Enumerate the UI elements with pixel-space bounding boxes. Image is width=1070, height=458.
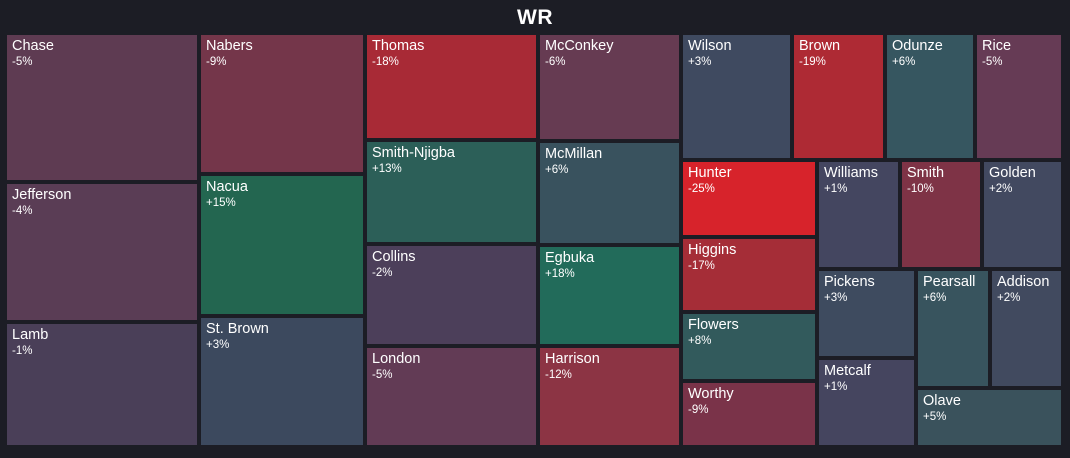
cell-change: -25% <box>688 183 715 195</box>
treemap-cell-brown: Brown -19% <box>792 33 885 160</box>
treemap-cell-rice: Rice -5% <box>975 33 1063 160</box>
cell-name: St. Brown <box>206 321 269 337</box>
cell-change: -17% <box>688 260 715 272</box>
treemap-cell-smith: Smith -10% <box>900 160 982 269</box>
cell-change: +3% <box>206 339 230 351</box>
cell-change: -6% <box>545 56 566 68</box>
cell-change: -18% <box>372 56 399 68</box>
cell-name: Olave <box>923 393 961 409</box>
cell-change: +1% <box>824 183 848 195</box>
cell-change: -19% <box>799 56 826 68</box>
cell-name: Williams <box>824 165 878 181</box>
treemap-cell-pearsall: Pearsall +6% <box>916 269 990 388</box>
cell-change: +6% <box>892 56 916 68</box>
treemap-cell-london: London -5% <box>365 346 538 447</box>
treemap-cell-hunter: Hunter -25% <box>681 160 817 237</box>
cell-change: -12% <box>545 369 572 381</box>
cell-change: -5% <box>12 56 33 68</box>
cell-name: Smith-Njigba <box>372 145 455 161</box>
cell-name: Metcalf <box>824 363 871 379</box>
cell-change: +2% <box>997 292 1021 304</box>
cell-name: Smith <box>907 165 945 181</box>
treemap-cell-mcconkey: McConkey -6% <box>538 33 681 141</box>
cell-change: +6% <box>545 164 569 176</box>
treemap-cell-odunze: Odunze +6% <box>885 33 975 160</box>
treemap-cell-smith-njigba: Smith-Njigba +13% <box>365 140 538 244</box>
cell-change: +5% <box>923 411 947 423</box>
cell-name: Worthy <box>688 386 734 402</box>
treemap-cell-harrison: Harrison -12% <box>538 346 681 447</box>
treemap-cell-jefferson: Jefferson -4% <box>5 182 199 322</box>
treemap-cell-higgins: Higgins -17% <box>681 237 817 312</box>
treemap-cell-nabers: Nabers -9% <box>199 33 365 174</box>
cell-name: Brown <box>799 38 841 54</box>
treemap-cell-lamb: Lamb -1% <box>5 322 199 447</box>
cell-change: -10% <box>907 183 934 195</box>
treemap-cell-metcalf: Metcalf +1% <box>817 358 916 447</box>
cell-change: +8% <box>688 335 712 347</box>
cell-name: Collins <box>372 249 416 265</box>
cell-name: Egbuka <box>545 250 595 266</box>
cell-name: Chase <box>12 38 54 54</box>
cell-name: McMillan <box>545 146 603 162</box>
cell-change: +3% <box>824 292 848 304</box>
cell-name: Flowers <box>688 317 739 333</box>
cell-name: Nabers <box>206 38 253 54</box>
treemap-cell-olave: Olave +5% <box>916 388 1063 447</box>
cell-name: Rice <box>982 38 1012 54</box>
cell-name: Lamb <box>12 327 49 343</box>
cell-name: Pearsall <box>923 274 976 290</box>
treemap-cell-addison: Addison +2% <box>990 269 1063 388</box>
cell-name: Higgins <box>688 242 737 258</box>
cell-change: +15% <box>206 197 236 209</box>
treemap-cell-golden: Golden +2% <box>982 160 1063 269</box>
cell-name: Odunze <box>892 38 943 54</box>
treemap-cell-wilson: Wilson +3% <box>681 33 792 160</box>
treemap-cell-flowers: Flowers +8% <box>681 312 817 381</box>
cell-change: -2% <box>372 267 393 279</box>
cell-change: -1% <box>12 345 33 357</box>
cell-name: Nacua <box>206 179 248 195</box>
cell-change: +13% <box>372 163 402 175</box>
treemap-cell-nacua: Nacua +15% <box>199 174 365 316</box>
treemap-cell-thomas: Thomas -18% <box>365 33 538 140</box>
cell-change: -5% <box>372 369 393 381</box>
treemap-cell-collins: Collins -2% <box>365 244 538 346</box>
cell-change: +2% <box>989 183 1013 195</box>
cell-change: -9% <box>688 404 709 416</box>
cell-name: Thomas <box>372 38 425 54</box>
cell-name: Wilson <box>688 38 732 54</box>
treemap-cell-st-brown: St. Brown +3% <box>199 316 365 447</box>
treemap-cell-williams: Williams +1% <box>817 160 900 269</box>
cell-name: Addison <box>997 274 1050 290</box>
treemap-cell-worthy: Worthy -9% <box>681 381 817 447</box>
cell-name: Jefferson <box>12 187 72 203</box>
cell-name: Harrison <box>545 351 600 367</box>
treemap-cell-chase: Chase -5% <box>5 33 199 182</box>
cell-change: +18% <box>545 268 575 280</box>
treemap-cell-pickens: Pickens +3% <box>817 269 916 358</box>
cell-name: Golden <box>989 165 1036 181</box>
cell-change: -4% <box>12 205 33 217</box>
cell-change: -9% <box>206 56 227 68</box>
cell-change: +3% <box>688 56 712 68</box>
cell-change: +1% <box>824 381 848 393</box>
cell-name: Pickens <box>824 274 875 290</box>
cell-change: -5% <box>982 56 1003 68</box>
treemap-cell-mcmillan: McMillan +6% <box>538 141 681 245</box>
cell-name: Hunter <box>688 165 732 181</box>
cell-name: McConkey <box>545 38 614 54</box>
treemap-cell-egbuka: Egbuka +18% <box>538 245 681 346</box>
chart-title: WR <box>517 6 553 29</box>
cell-name: London <box>372 351 421 367</box>
cell-change: +6% <box>923 292 947 304</box>
